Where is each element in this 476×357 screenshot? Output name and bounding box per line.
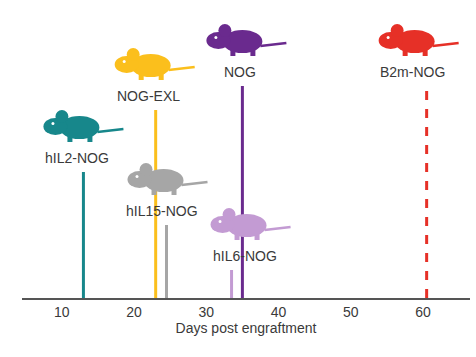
svg-text:60: 60 bbox=[415, 304, 431, 320]
svg-text:40: 40 bbox=[271, 304, 287, 320]
svg-text:Days post engraftment: Days post engraftment bbox=[176, 320, 317, 336]
svg-text:hIL2-NOG: hIL2-NOG bbox=[45, 150, 109, 166]
svg-text:50: 50 bbox=[343, 304, 359, 320]
svg-text:NOG-EXL: NOG-EXL bbox=[117, 88, 180, 104]
svg-text:30: 30 bbox=[198, 304, 214, 320]
svg-text:20: 20 bbox=[126, 304, 142, 320]
svg-text:10: 10 bbox=[54, 304, 70, 320]
svg-text:NOG: NOG bbox=[224, 64, 256, 80]
svg-text:hIL15-NOG: hIL15-NOG bbox=[126, 203, 198, 219]
svg-text:hIL6-NOG: hIL6-NOG bbox=[213, 248, 277, 264]
svg-text:B2m-NOG: B2m-NOG bbox=[380, 64, 445, 80]
